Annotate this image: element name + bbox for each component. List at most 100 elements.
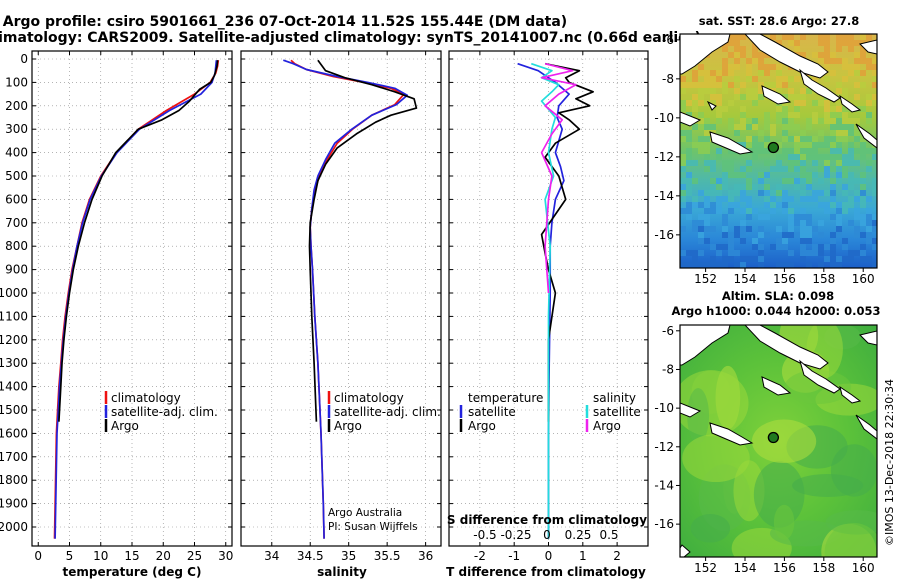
sst-pixel (824, 34, 830, 40)
temperature-legend: climatology satellite-adj. clim. Argo (104, 391, 218, 433)
sst-pixel (704, 238, 710, 244)
sst-pixel (794, 46, 800, 52)
sst-pixel (710, 226, 716, 232)
sst-pixel (710, 202, 716, 208)
sst-lon-tick-label: 158 (812, 272, 835, 286)
sst-pixel (818, 262, 824, 268)
sst-pixel (830, 196, 836, 202)
sst-pixel (698, 220, 704, 226)
sla-lat-tick-label: -6 (662, 324, 674, 338)
sst-pixel (866, 64, 872, 70)
sst-pixel (806, 232, 812, 238)
sst-pixel (824, 52, 830, 58)
sst-pixel (728, 160, 734, 166)
sst-pixel (776, 64, 782, 70)
sst-pixel (860, 58, 866, 64)
sst-pixel (746, 58, 752, 64)
sst-pixel (734, 76, 740, 82)
sst-pixel (782, 178, 788, 184)
sst-pixel (704, 196, 710, 202)
sst-pixel (782, 124, 788, 130)
sst-pixel (830, 166, 836, 172)
sst-pixel (836, 262, 842, 268)
sst-pixel (734, 40, 740, 46)
sst-pixel (794, 124, 800, 130)
sst-pixel (770, 244, 776, 250)
sst-pixel (716, 250, 722, 256)
s-tick-label: 0.5 (599, 528, 618, 542)
sst-pixel (728, 34, 734, 40)
sst-pixel (740, 112, 746, 118)
sst-pixel (752, 142, 758, 148)
sst-pixel (752, 46, 758, 52)
depth-tick-label: 0 (20, 52, 28, 66)
sst-pixel (800, 94, 806, 100)
sst-pixel (740, 184, 746, 190)
sst-pixel (866, 238, 872, 244)
sst-pixel (728, 202, 734, 208)
sst-pixel (734, 124, 740, 130)
sst-pixel (704, 214, 710, 220)
sst-pixel (782, 118, 788, 124)
series-satellite-adj-clim- (54, 60, 218, 539)
sst-pixel (722, 232, 728, 238)
difference-legend-salinity: salinity satellite Argo (585, 391, 641, 433)
imos-credit: ©IMOS 13-Dec-2018 22:30:34 (883, 379, 896, 546)
sst-pixel (848, 148, 854, 154)
sst-pixel (848, 118, 854, 124)
sst-pixel (800, 220, 806, 226)
sst-pixel (872, 82, 877, 88)
sst-pixel (842, 124, 848, 130)
sst-pixel (836, 118, 842, 124)
sst-pixel (734, 250, 740, 256)
sst-pixel (836, 130, 842, 136)
sst-pixel (836, 58, 842, 64)
sst-pixel (836, 148, 842, 154)
sst-pixel (698, 100, 704, 106)
sst-pixel (854, 94, 860, 100)
sst-pixel (746, 76, 752, 82)
depth-tick-label: 900 (5, 263, 28, 277)
sst-pixel (836, 166, 842, 172)
sst-pixel (794, 136, 800, 142)
sst-pixel (848, 34, 854, 40)
depth-tick-label: 1600 (0, 426, 28, 440)
sst-pixel (794, 220, 800, 226)
difference-xlabel: T difference from climatology (446, 565, 646, 579)
depth-tick-label: 200 (5, 99, 28, 113)
sst-lat-tick-label: -16 (654, 228, 674, 242)
sst-pixel (758, 244, 764, 250)
sst-pixel (692, 250, 698, 256)
sst-pixel (788, 148, 794, 154)
depth-tick-label: 1800 (0, 473, 28, 487)
sst-pixel (788, 232, 794, 238)
sst-pixel (788, 196, 794, 202)
sst-pixel (848, 220, 854, 226)
sst-pixel (800, 196, 806, 202)
sst-pixel (680, 166, 686, 172)
sst-pixel (848, 64, 854, 70)
sst-pixel (830, 202, 836, 208)
sla-lat-tick-label: -16 (654, 517, 674, 531)
sst-pixel (800, 190, 806, 196)
sst-pixel (830, 124, 836, 130)
sst-pixel (830, 178, 836, 184)
sst-lon-tick-label: 156 (773, 272, 796, 286)
sst-pixel (866, 160, 872, 166)
sst-pixel (692, 142, 698, 148)
sst-pixel (842, 64, 848, 70)
sst-pixel (872, 226, 877, 232)
sst-pixel (830, 136, 836, 142)
sst-pixel (764, 82, 770, 88)
sst-pixel (830, 238, 836, 244)
sst-pixel (872, 148, 877, 154)
sst-pixel (734, 202, 740, 208)
sst-pixel (854, 52, 860, 58)
sst-pixel (860, 34, 866, 40)
x-tick-label: -2 (474, 549, 486, 563)
sst-pixel (788, 250, 794, 256)
sst-pixel (764, 118, 770, 124)
sst-pixel (704, 130, 710, 136)
sst-pixel (728, 118, 734, 124)
